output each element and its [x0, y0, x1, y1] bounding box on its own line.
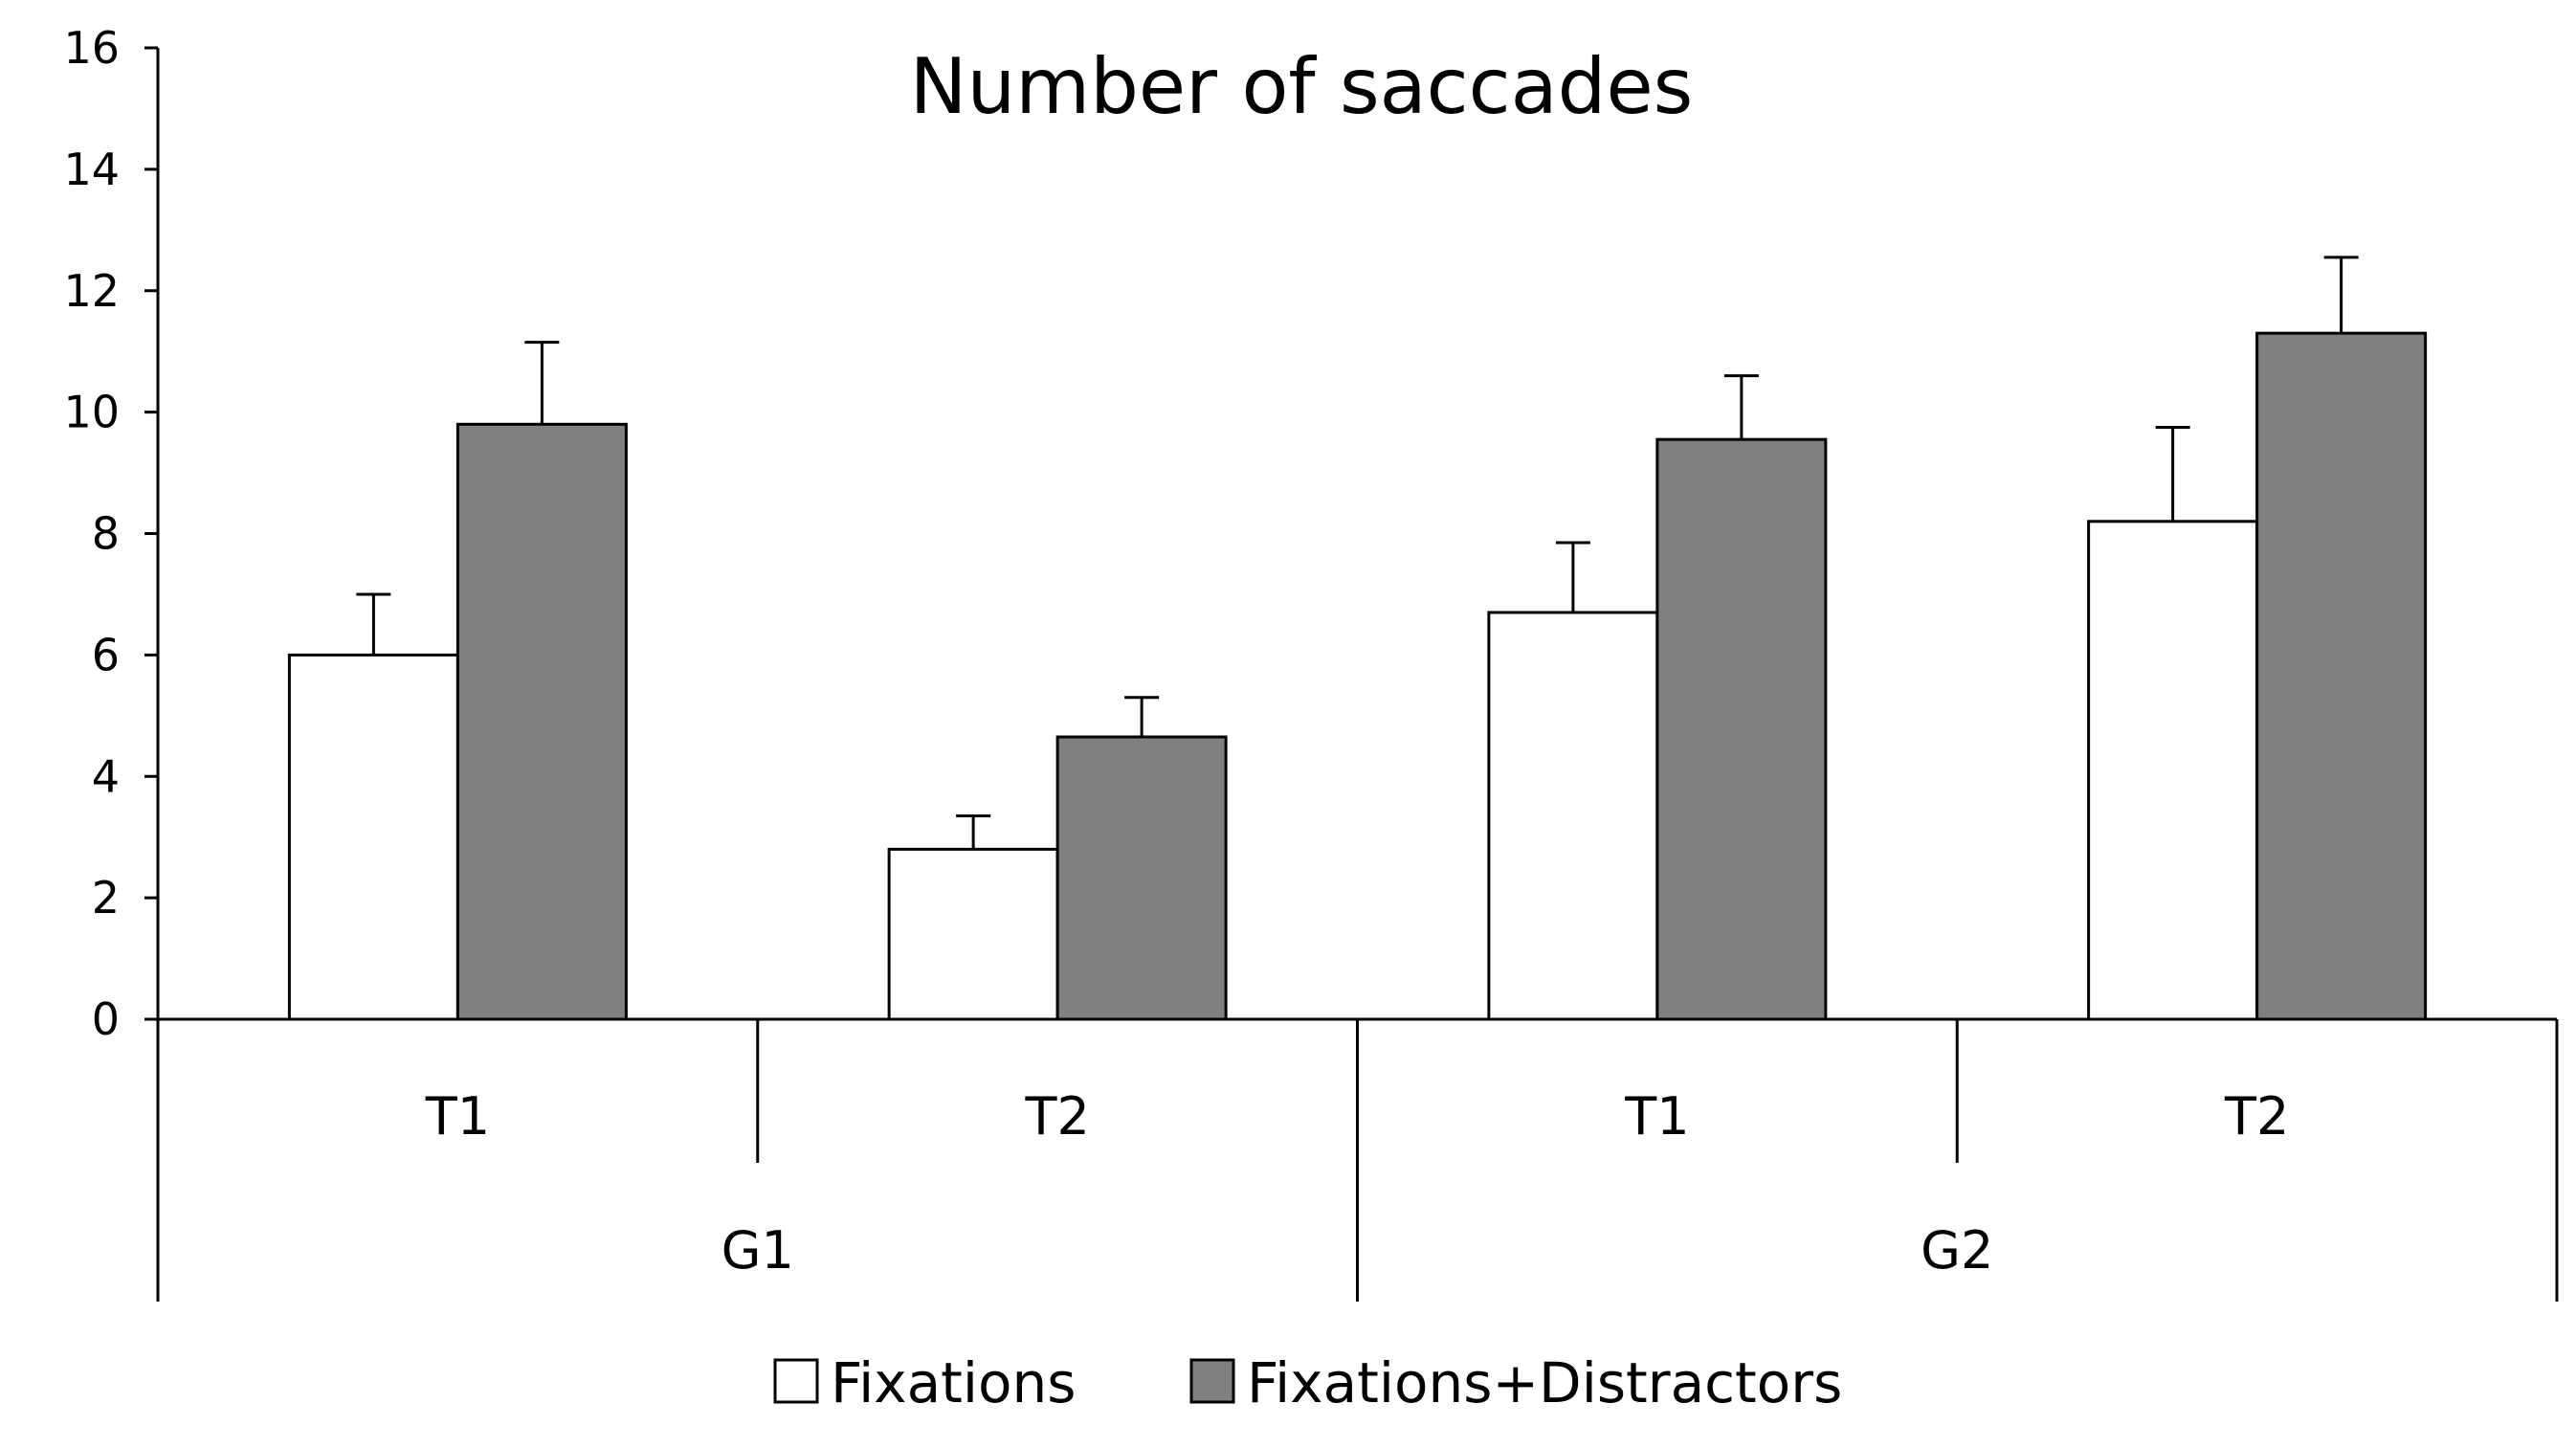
y-tick-label: 0: [92, 993, 120, 1045]
bar-fixations: [1487, 611, 1659, 1021]
category-label: T2: [1024, 1086, 1089, 1147]
legend-swatch-fixations-distractors: [1189, 1358, 1235, 1404]
group-label: G2: [1921, 1220, 1993, 1281]
y-tick-label: 6: [92, 629, 120, 680]
y-tick-label: 8: [92, 508, 120, 560]
y-tick-label: 12: [63, 265, 120, 317]
bar-fixations: [887, 847, 1059, 1021]
bar-fixations: [2087, 520, 2259, 1021]
legend-swatch-fixations: [773, 1358, 819, 1404]
x-axis: T1 T2 T1 T2 G1 G2: [158, 1017, 2559, 1302]
bar-fixations-distractors: [1055, 735, 1228, 1021]
bar-fixations-distractors: [1655, 437, 1828, 1021]
legend: Fixations Fixations+Distractors: [773, 1350, 1842, 1415]
bars-layer: [287, 256, 2428, 1021]
bar-fixations: [287, 653, 459, 1021]
category-label: T1: [1624, 1086, 1689, 1147]
legend-label: Fixations: [831, 1350, 1076, 1415]
bar-fixations-distractors: [2255, 331, 2428, 1021]
bar-fixations-distractors: [455, 422, 628, 1021]
legend-label: Fixations+Distractors: [1247, 1350, 1842, 1415]
y-tick-label: 10: [63, 387, 120, 438]
chart-title: Number of saccades: [910, 42, 1694, 131]
y-tick-label: 4: [92, 750, 120, 802]
y-axis: 0 2 4 6 8 10 12 14 16: [63, 22, 160, 1302]
group-label: G1: [722, 1220, 794, 1281]
y-tick-label: 16: [63, 22, 120, 74]
category-label: T1: [425, 1086, 490, 1147]
category-label: T2: [2224, 1086, 2289, 1147]
y-tick-label: 2: [92, 872, 120, 924]
y-tick-label: 14: [63, 144, 120, 195]
